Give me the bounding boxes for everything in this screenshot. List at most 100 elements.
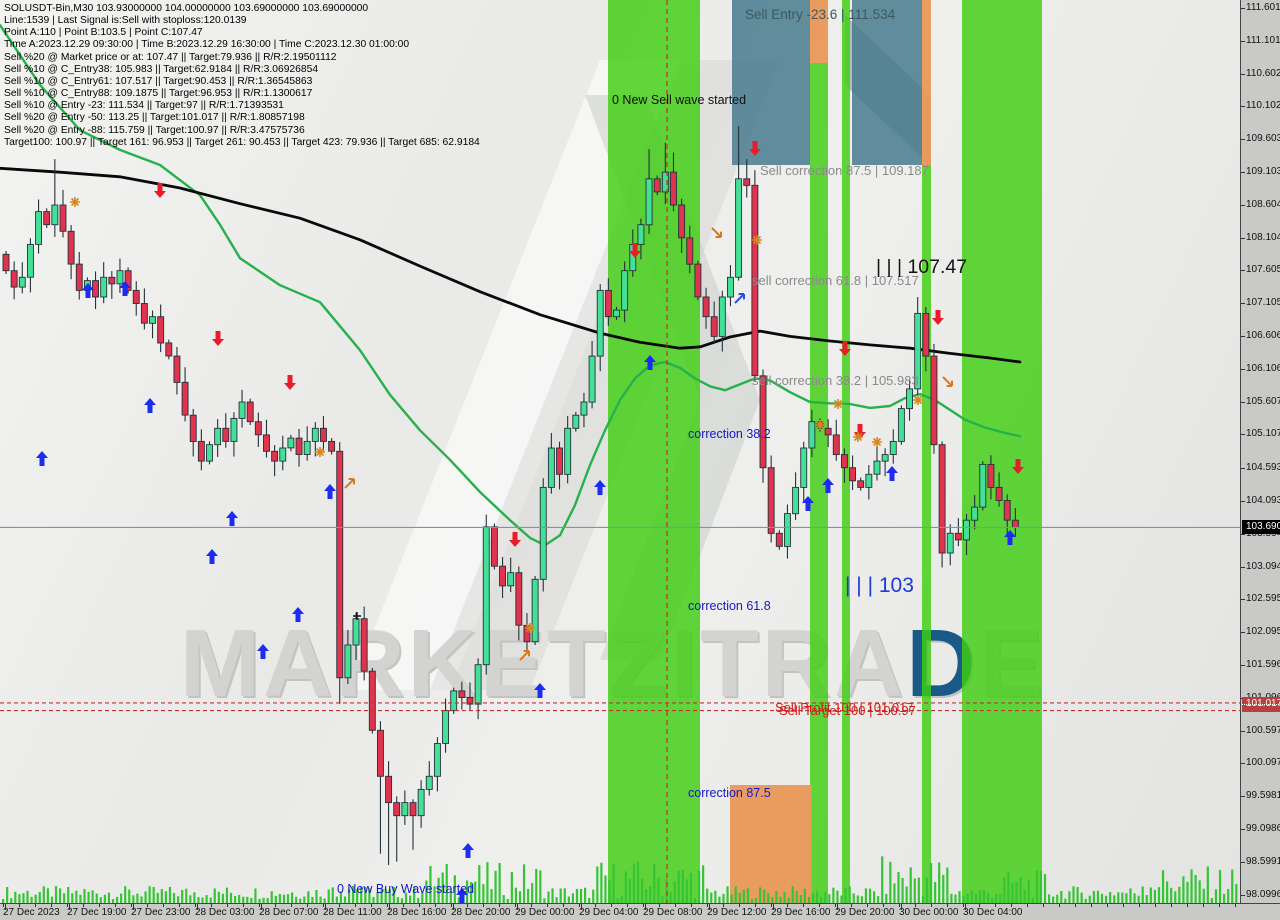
star-marker-icon: [833, 399, 843, 409]
price-axis[interactable]: 111.601 111.101 110.602 110.102 109.603 109.1…: [1240, 0, 1280, 903]
time-axis[interactable]: 27 Dec 2023 27 Dec 19:00 27 Dec 23:00 28 De…: [0, 903, 1280, 920]
price-axis-tick: [1241, 763, 1245, 765]
time-axis-minor-tick: [355, 904, 356, 907]
price-axis-label: 110.102: [1246, 100, 1280, 112]
price-axis-label: 102.095: [1246, 626, 1280, 638]
time-axis-minor-tick: [83, 904, 84, 907]
price-axis-label: 104.093: [1246, 494, 1280, 506]
time-axis-minor-tick: [819, 904, 820, 907]
time-axis-minor-tick: [35, 904, 36, 907]
time-axis-minor-tick: [787, 904, 788, 907]
time-axis-minor-tick: [115, 904, 116, 907]
time-axis-label: 30 Dec 00:00: [899, 907, 959, 918]
hollow-arrow-icon: [711, 227, 722, 238]
ma-slow-line: [0, 166, 1022, 364]
time-axis-minor-tick: [435, 904, 436, 907]
price-axis-label: 107.605: [1246, 264, 1280, 276]
sell-arrow-icon: [1012, 459, 1024, 474]
price-axis-tick: [1241, 8, 1245, 9]
buy-arrow-icon: [462, 843, 474, 858]
price-axis-label: 103.094: [1246, 560, 1280, 572]
sell-arrow-icon: [284, 375, 296, 390]
time-axis-label: 27 Dec 23:00: [131, 907, 191, 918]
time-axis-minor-tick: [531, 904, 532, 907]
price-axis-tick: [1241, 566, 1245, 568]
info-line: SOLUSDT-Bin,M30 103.93000000 104.0000000…: [4, 3, 369, 14]
time-axis-minor-tick: [691, 904, 692, 907]
chart-area[interactable]: MARKETZITRADE Sell Entry -23.6 | 111.534…: [0, 0, 1240, 903]
price-axis-tick: [1241, 401, 1245, 403]
time-axis-minor-tick: [915, 904, 916, 907]
plus-marker-icon: [353, 612, 361, 620]
time-axis-minor-tick: [307, 904, 308, 907]
time-axis-minor-tick: [1139, 904, 1140, 907]
time-axis-tick: [965, 904, 966, 910]
time-axis-tick: [197, 904, 198, 910]
buy-arrow-icon: [802, 496, 814, 511]
buy-arrow-icon: [82, 283, 94, 298]
price-axis-tick: [1241, 106, 1245, 108]
time-axis-minor-tick: [339, 904, 340, 907]
info-line: Target100: 100.97 || Target 161: 96.953 …: [4, 136, 480, 148]
info-line: Sell %10 @ C_Entry38: 105.983 || Target:…: [4, 63, 319, 75]
time-axis-minor-tick: [1043, 904, 1044, 907]
time-axis-minor-tick: [755, 904, 756, 907]
price-axis-label: 106.606: [1246, 329, 1280, 341]
price-axis-tick: [1241, 303, 1245, 305]
time-axis-label: 29 Dec 20:00: [835, 907, 895, 918]
time-axis-minor-tick: [1011, 904, 1012, 907]
price-axis-label: 107.105: [1246, 297, 1280, 309]
time-axis-minor-tick: [419, 904, 420, 907]
time-axis-minor-tick: [563, 904, 564, 907]
price-axis-tick: [1241, 730, 1245, 732]
time-axis-minor-tick: [675, 904, 676, 907]
time-axis-label: 30 Dec 04:00: [963, 907, 1023, 918]
buy-arrow-icon: [1004, 530, 1016, 545]
sell-arrow-icon: [839, 341, 851, 356]
markers-layer: [36, 141, 1024, 903]
time-axis-label: 29 Dec 12:00: [707, 907, 767, 918]
price-axis-tick: [1241, 894, 1245, 896]
time-axis-minor-tick: [147, 904, 148, 907]
buy-arrow-icon: [36, 451, 48, 466]
price-axis-tick: [1241, 172, 1245, 174]
price-chart-canvas[interactable]: [0, 0, 1240, 903]
price-axis-tick: [1241, 270, 1245, 272]
time-axis-minor-tick: [547, 904, 548, 907]
candles-layer: [2, 126, 1019, 865]
info-line: Sell %20 @ Entry -50: 113.25 || Target:1…: [4, 112, 305, 124]
price-axis-tick: [1241, 599, 1245, 601]
price-axis-tick: [1241, 632, 1245, 634]
time-axis-minor-tick: [467, 904, 468, 907]
time-axis-minor-tick: [195, 904, 196, 907]
time-axis-minor-tick: [51, 904, 52, 907]
hollow-arrow-icon: [942, 376, 953, 387]
ma-fast-line: [0, 23, 1022, 547]
info-line: Sell %20 @ Entry -88: 115.759 || Target:…: [4, 124, 305, 136]
time-axis-minor-tick: [499, 904, 500, 907]
time-axis-minor-tick: [1155, 904, 1156, 907]
time-axis-label: 29 Dec 16:00: [771, 907, 831, 918]
price-axis-label: 98.5991: [1246, 855, 1280, 867]
time-axis-tick: [837, 904, 838, 910]
time-axis-minor-tick: [803, 904, 804, 907]
time-axis-minor-tick: [579, 904, 580, 907]
time-axis-label: 28 Dec 11:00: [323, 907, 382, 918]
buy-arrow-icon: [292, 607, 304, 622]
price-axis-label: 106.106: [1246, 362, 1280, 374]
time-axis-minor-tick: [227, 904, 228, 907]
watermark-letter: TRA: [699, 610, 907, 717]
time-axis-minor-tick: [483, 904, 484, 907]
price-axis-tick: [1241, 368, 1245, 370]
time-axis-label: 28 Dec 20:00: [451, 907, 511, 918]
time-axis-minor-tick: [275, 904, 276, 907]
time-axis-label: 27 Dec 2023: [3, 907, 60, 918]
price-axis-label: 108.104: [1246, 231, 1280, 243]
price-axis-tick: [1241, 139, 1245, 141]
price-axis-label: 104.593: [1246, 462, 1280, 474]
time-axis-minor-tick: [851, 904, 852, 907]
time-axis-minor-tick: [67, 904, 68, 907]
buy-arrow-icon: [886, 466, 898, 481]
price-axis-label: 111.601: [1246, 2, 1280, 13]
time-axis-tick: [389, 904, 390, 910]
